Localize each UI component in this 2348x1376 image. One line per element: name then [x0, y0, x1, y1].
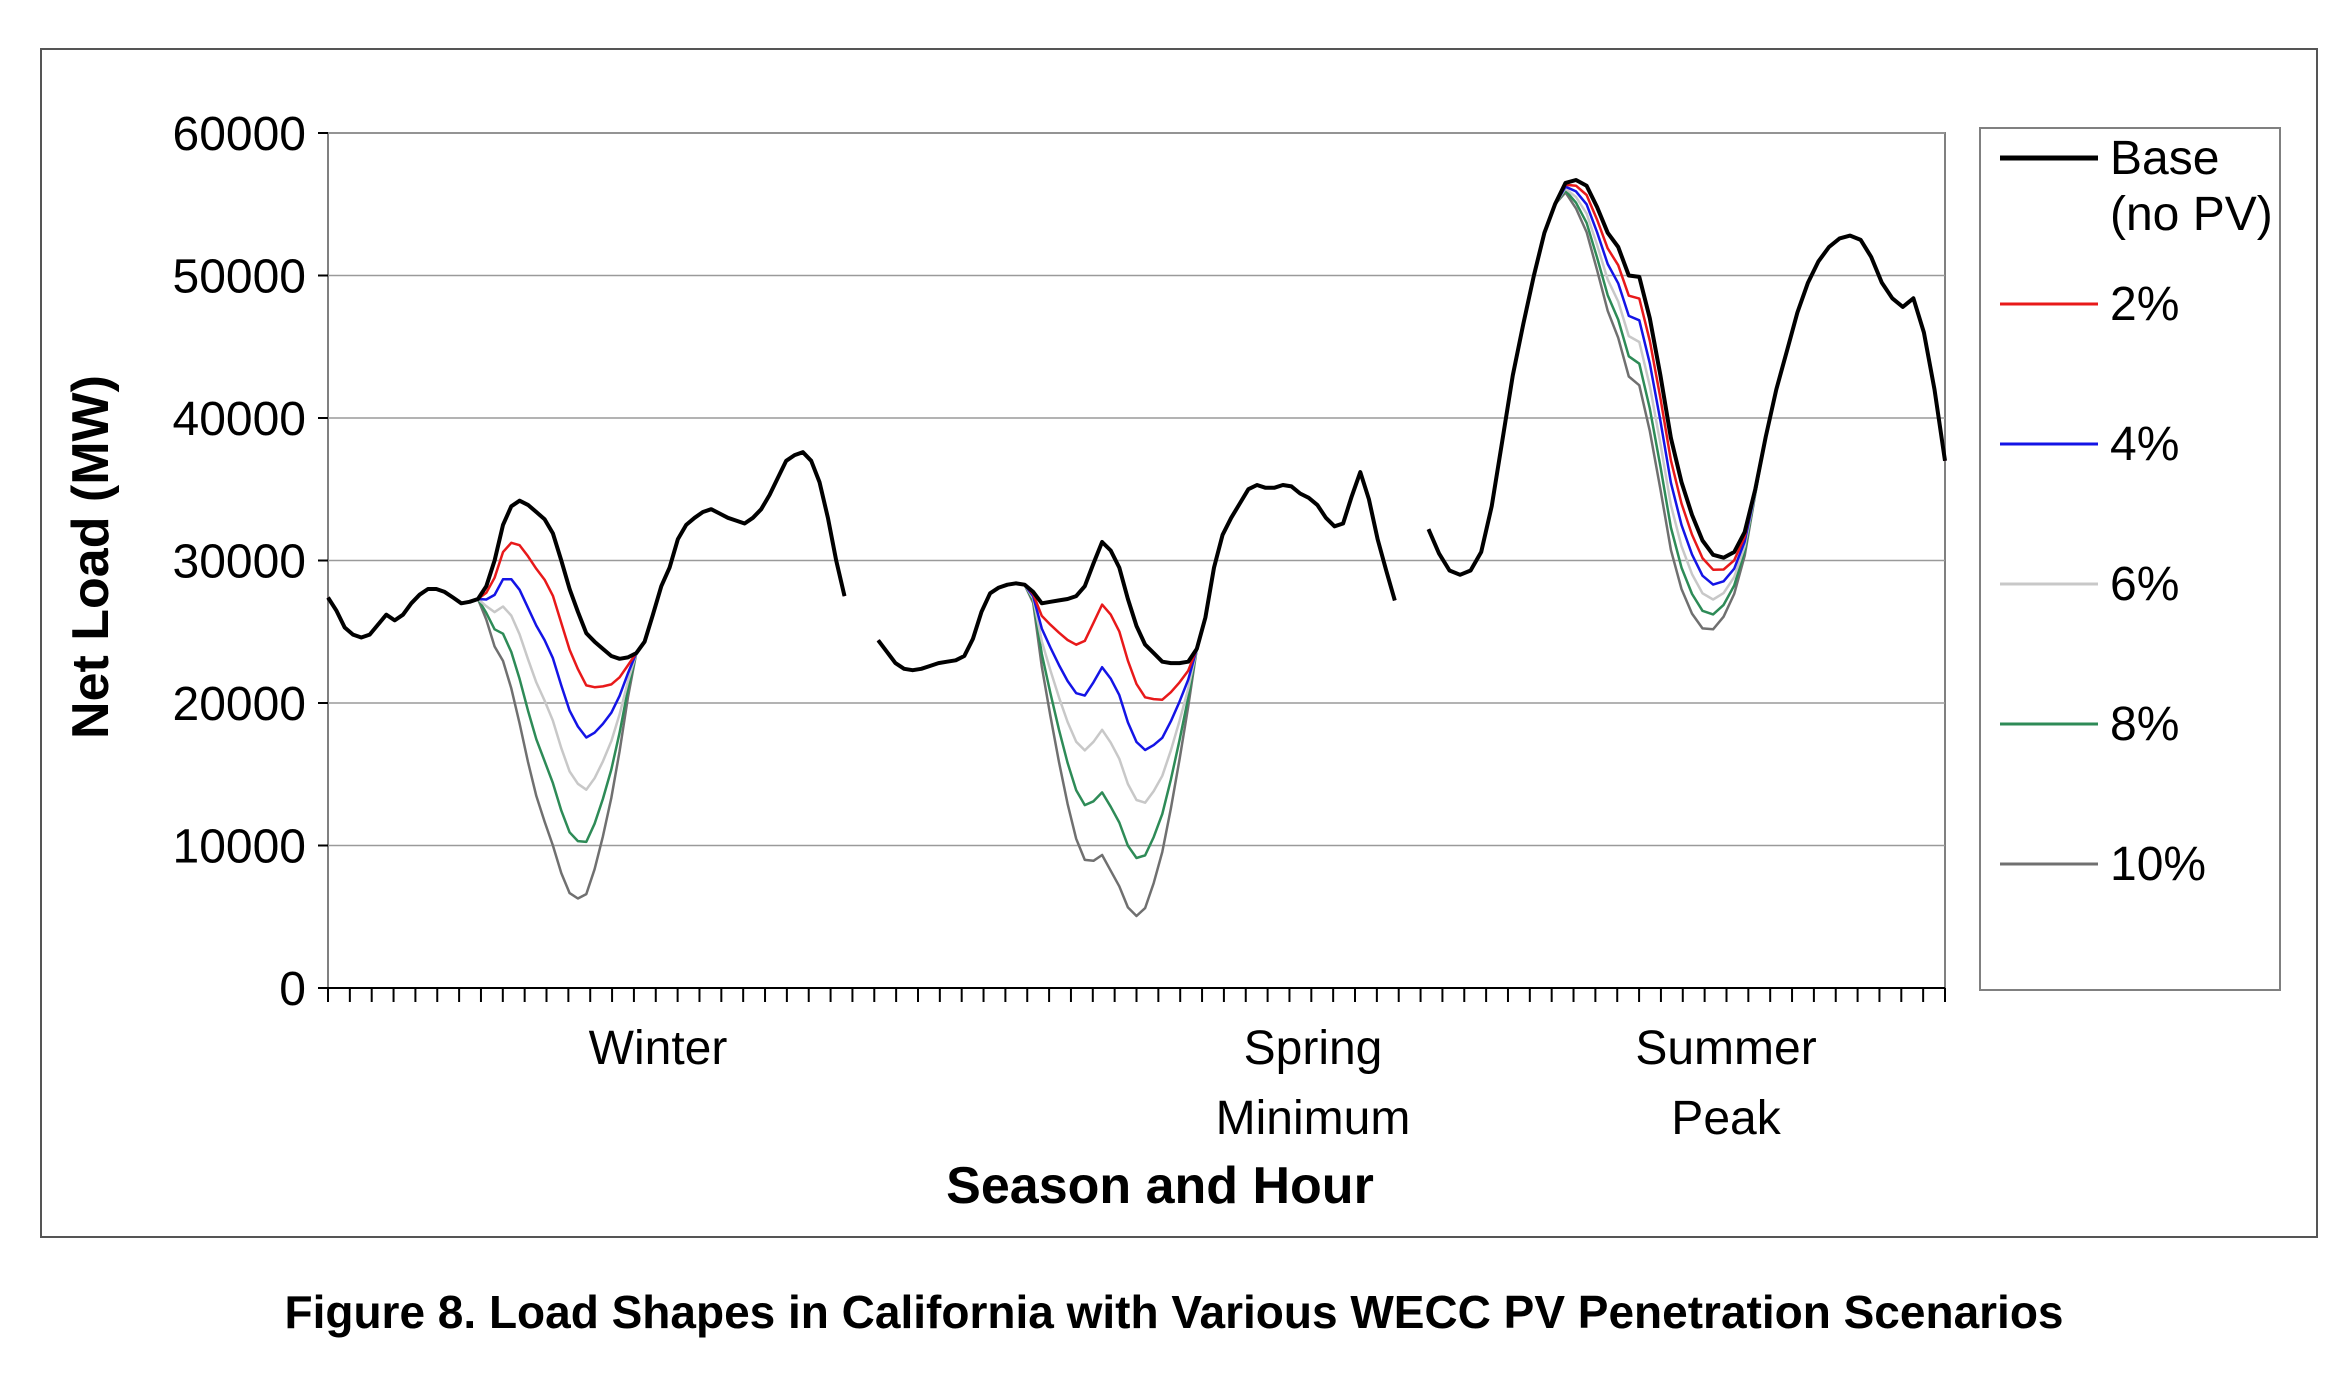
- series-line: [1427, 183, 1947, 577]
- series-line: [326, 450, 846, 900]
- series-line: [877, 470, 1397, 918]
- x-category-label: Minimum: [1216, 1092, 1411, 1145]
- series-line: [876, 470, 1397, 673]
- legend-label: Base (no PV): [2110, 132, 2273, 241]
- legend-label: 2%: [2110, 278, 2179, 331]
- y-tick-label: 40000: [173, 393, 306, 446]
- x-category-label: Peak: [1671, 1092, 1781, 1145]
- series-line: [326, 450, 846, 739]
- series-line: [326, 450, 847, 661]
- x-category-labels: Winter Spring Minimum Summer Peak: [589, 1022, 1817, 1145]
- legend-label: 10%: [2110, 838, 2206, 891]
- legend-label: 4%: [2110, 418, 2179, 471]
- y-axis-ticks: 0 10000 20000 30000 40000 50000 60000: [173, 108, 328, 1016]
- x-category-label: Winter: [589, 1022, 728, 1075]
- y-tick-label: 20000: [173, 678, 306, 731]
- y-tick-label: 60000: [173, 108, 306, 161]
- series-layer: [326, 178, 1947, 918]
- y-axis-title: Net Load (MW): [62, 375, 120, 739]
- series-line: [1427, 185, 1947, 586]
- chart-frame: [40, 48, 2318, 1238]
- y-tick-label: 0: [279, 963, 306, 1016]
- series-line: [877, 470, 1397, 752]
- x-category-label: Spring: [1244, 1022, 1383, 1075]
- legend-label: 6%: [2110, 558, 2179, 611]
- series-line: [326, 450, 846, 844]
- y-tick-label: 30000: [173, 536, 306, 589]
- legend: Base (no PV) 2% 4% 6% 8% 10%: [1979, 127, 2281, 991]
- grid-lines: [327, 132, 1946, 989]
- series-line: [326, 450, 846, 689]
- series-line: [877, 470, 1397, 804]
- x-category-label: Summer: [1635, 1022, 1816, 1075]
- series-line: [1426, 178, 1947, 577]
- y-tick-label: 10000: [173, 821, 306, 874]
- figure-caption: Figure 8. Load Shapes in California with…: [284, 1286, 2064, 1338]
- legend-label: 8%: [2110, 698, 2179, 751]
- x-axis-title: Season and Hour: [946, 1157, 1374, 1215]
- x-axis-ticks: [327, 987, 1946, 1002]
- y-tick-label: 50000: [173, 251, 306, 304]
- legend-box: [1979, 127, 2281, 991]
